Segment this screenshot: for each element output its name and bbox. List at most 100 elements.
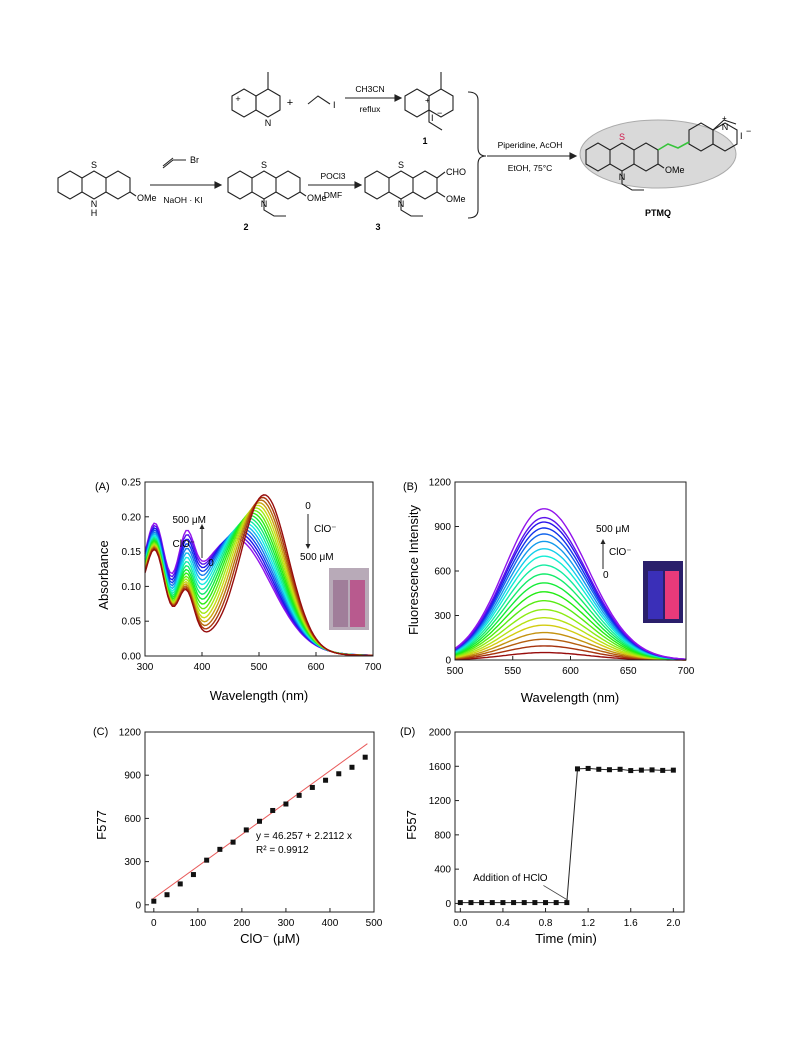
bond [428,110,443,131]
bond [162,159,186,169]
panel-label: (B) [403,481,418,493]
x-tick-label: 100 [190,918,207,929]
data-point [349,764,355,770]
x-tick-label: 0.8 [539,918,553,929]
y-tick-label: 900 [434,522,451,533]
bond [621,171,644,191]
reaction-scheme-svg: + + N I CH3CN reflux + I − 1 S N H OMe B… [57,72,751,232]
data-point [511,900,517,906]
x-axis-label: Wavelength (nm) [521,690,620,705]
data-point [217,846,223,852]
product-label: PTMQ [645,208,671,218]
x-tick-label: 700 [365,662,382,673]
panel-a: (A) Absorbance Wavelength (nm) 300 400 500… [90,470,390,710]
annotation-right-bottom: 500 μM [300,552,334,563]
x-axis-label: Time (min) [535,931,597,946]
data-point [230,839,236,845]
x-axis-label: Wavelength (nm) [210,688,309,703]
bond [307,95,331,105]
annotation-bottom: 0 [603,570,609,581]
cuvette-left [648,571,663,619]
bond [81,170,107,179]
bond [162,157,174,167]
compound-label-3: 3 [375,222,380,232]
bond [263,199,286,217]
charge-plus: + [425,96,430,105]
panel-d: (D) F557 Time (min) 0.0 0.4 0.8 1.2 1.6 2.0 0 4… [400,715,700,955]
annotation-left-bottom: 0 [208,558,214,569]
atom-s: S [261,160,267,170]
data-point [270,807,276,813]
data-point [500,900,506,906]
y-tick-label: 2000 [429,728,452,739]
atom-n: N [265,118,272,128]
bond [388,191,414,200]
data-point [243,827,249,833]
annotation-top: 500 μM [596,524,630,535]
data-point [596,766,602,772]
x-tick-label: 600 [562,666,579,677]
y-tick-label: 600 [124,814,141,825]
atom-n: N [619,172,626,182]
data-point [670,767,676,773]
x-tick-label: 500 [366,918,383,929]
plot-frame [454,731,685,913]
data-point [638,767,644,773]
data-point [649,767,655,773]
arrow-head [394,94,403,102]
data-point [479,900,485,906]
chart-a-svg: (A) Absorbance Wavelength (nm) 300 400 500… [95,478,382,704]
atom-h: H [91,208,98,218]
charge-plus: + [722,114,727,123]
brace [467,91,487,219]
cuvette-right [665,571,679,619]
ring [275,170,301,200]
y-tick-label: 600 [434,567,451,578]
bond [436,171,446,179]
x-tick-label: 2.0 [666,918,680,929]
atom-n: N [398,199,405,209]
x-tick-label: 700 [678,666,695,677]
data-point [489,900,495,906]
data-point [606,767,612,773]
data-point [532,900,538,906]
data-point [323,777,329,783]
compound-label-1: 1 [422,136,427,146]
arrow-head [214,181,223,189]
panel-label: (D) [400,726,415,738]
plus-sign: + [235,94,240,104]
x-tick-label: 200 [234,918,251,929]
x-tick-label: 300 [137,662,154,673]
methoxy-label: OMe [307,193,327,203]
x-tick-label: 1.2 [581,918,595,929]
x-tick-label: 400 [322,918,339,929]
charge-minus: − [437,108,442,118]
x-tick-label: 0.0 [453,918,467,929]
ring [712,122,738,152]
atom-iodide: I [740,131,743,141]
y-tick-label: 0.20 [122,512,142,523]
chart-d-svg: (D) F557 Time (min) 0.0 0.4 0.8 1.2 1.6 2.0 0 4… [400,726,685,946]
plot-frame [454,481,687,661]
x-tick-label: 0.4 [496,918,510,929]
arrow-head [600,539,606,544]
condition-reflux: reflux [360,104,382,114]
ring [57,170,83,200]
y-tick-label: 0.15 [122,547,142,558]
cuvette-right [350,580,365,627]
bond [609,142,635,151]
arrow-head [305,544,311,549]
fit-equation: y = 46.257 + 2.2112 x [256,831,352,842]
atom-n: N [261,199,268,209]
plot-frame [144,481,374,657]
data-point [164,892,170,898]
y-tick-label: 0.25 [122,478,142,489]
data-point [617,766,623,772]
x-tick-label: 500 [251,662,268,673]
atom-s: S [398,160,404,170]
data-point [296,792,302,798]
x-tick-label: 400 [194,662,211,673]
condition-catalyst: Piperidine, AcOH [498,140,563,150]
methoxy-label: OMe [137,193,157,203]
bond [129,191,137,197]
